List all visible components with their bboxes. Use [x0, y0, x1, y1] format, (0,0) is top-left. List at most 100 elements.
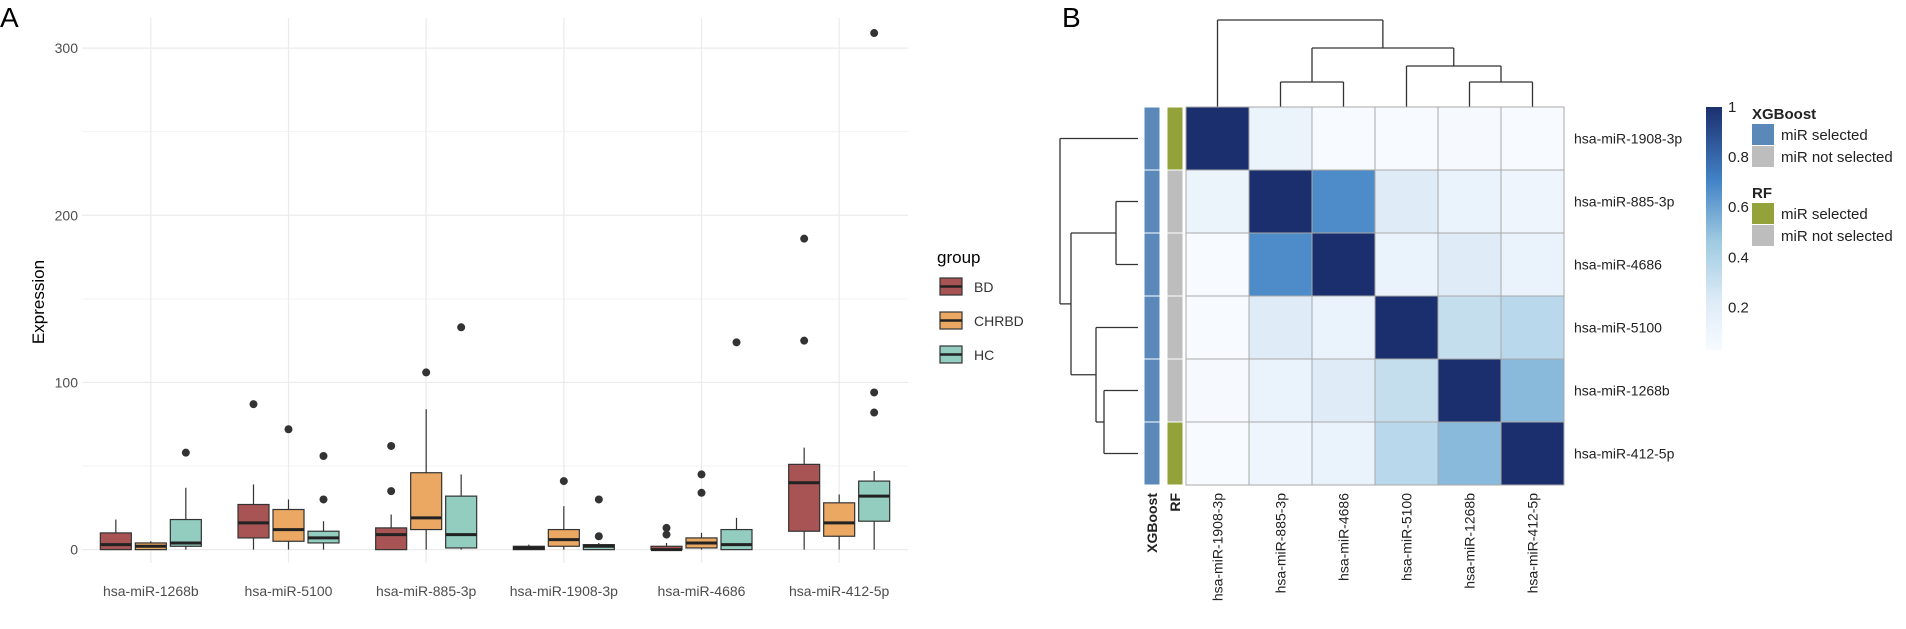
y-tick-label: 300 [55, 40, 79, 56]
heatmap-cell [1500, 295, 1565, 360]
annotation-legend-label: miR selected [1781, 127, 1868, 144]
outlier-point [457, 323, 466, 332]
panel-label-a: A [0, 2, 19, 33]
box-HC-hsa-miR-5100 [307, 452, 340, 550]
heatmap-cell [1437, 106, 1502, 171]
outlier-point [559, 477, 568, 486]
outlier-point [870, 408, 879, 417]
annotation-legend-swatch [1752, 124, 1774, 145]
heatmap-cell [1311, 295, 1376, 360]
row-label: hsa-miR-5100 [1574, 320, 1662, 336]
heatmap-cell [1311, 232, 1376, 297]
row-label: hsa-miR-1908-3p [1574, 131, 1682, 147]
annotation-cell-RF [1166, 295, 1184, 360]
row-label: hsa-miR-4686 [1574, 257, 1662, 273]
outlier-point [870, 29, 879, 38]
annotation-cell-RF [1166, 421, 1184, 486]
box-BD-hsa-miR-885-3p [375, 441, 408, 551]
annotation-label: XGBoost [1144, 493, 1160, 553]
heatmap-cell [1500, 169, 1565, 234]
annotation-cell-XGBoost [1143, 106, 1161, 171]
column-label: hsa-miR-412-5p [1525, 493, 1541, 594]
heatmap-cell [1437, 169, 1502, 234]
annotation-legend-swatch [1752, 203, 1774, 224]
box-CHRBD-hsa-miR-885-3p [410, 368, 443, 550]
heatmap-cell [1311, 169, 1376, 234]
heatmap-cells [1185, 106, 1565, 486]
annotation-cell-XGBoost [1143, 232, 1161, 297]
outlier-point [870, 388, 879, 397]
heatmap-labels: hsa-miR-1908-3p hsa-miR-885-3p hsa-miR-468… [1210, 131, 1683, 602]
heatmap-cell [1248, 358, 1313, 423]
annotation-legend-label: miR not selected [1781, 149, 1893, 166]
box-iqr [823, 502, 856, 537]
annotation-cell-XGBoost [1143, 358, 1161, 423]
box-HC-hsa-miR-1908-3p [582, 495, 615, 551]
box-iqr [788, 463, 821, 532]
annotation-legend: XGBoost miR selected miR not selected RF miR… [1752, 106, 1893, 246]
x-tick-label: hsa-miR-5100 [245, 583, 333, 599]
heatmap-cell [1185, 421, 1250, 486]
column-label: hsa-miR-1908-3p [1210, 493, 1226, 601]
box-iqr [858, 480, 891, 522]
outlier-point [800, 336, 809, 345]
outlier-point [662, 523, 671, 532]
colorbar: 1 0.8 0.6 0.4 0.2 [1706, 99, 1749, 350]
outlier-point [284, 425, 293, 434]
x-tick-label: hsa-miR-4686 [658, 583, 746, 599]
legend-label-CHRBD: CHRBD [974, 313, 1024, 329]
outlier-point [387, 441, 396, 450]
heatmap-cell [1500, 106, 1565, 171]
box-iqr [99, 532, 132, 551]
box-iqr [272, 508, 305, 542]
heatmap-cell [1374, 232, 1439, 297]
annotation-cell-RF [1166, 169, 1184, 234]
row-label: hsa-miR-412-5p [1574, 446, 1675, 462]
y-axis-label: Expression [29, 260, 48, 344]
heatmap-cell [1248, 295, 1313, 360]
annotation-cell-XGBoost [1143, 295, 1161, 360]
heatmap-cell [1437, 295, 1502, 360]
box-iqr [410, 472, 443, 531]
box-HC-hsa-miR-412-5p [858, 29, 891, 550]
legend-label-HC: HC [974, 347, 994, 363]
outlier-point [181, 448, 190, 457]
heatmap-cell [1311, 421, 1376, 486]
outlier-point [800, 234, 809, 243]
colorbar-bar [1706, 107, 1722, 350]
annotation-legend-swatch [1752, 146, 1774, 167]
annotation-cell-RF [1166, 106, 1184, 171]
outlier-point [422, 368, 431, 377]
outlier-point [249, 400, 258, 409]
annotation-label: RF [1167, 493, 1183, 512]
colorbar-tick-label: 0.6 [1728, 199, 1749, 216]
outlier-point [732, 338, 741, 347]
box-HC-hsa-miR-4686 [720, 338, 753, 551]
outlier-point [319, 452, 328, 461]
box-CHRBD-hsa-miR-5100 [272, 425, 305, 550]
annotation-legend-label: miR selected [1781, 206, 1868, 223]
heatmap-cell [1374, 421, 1439, 486]
outlier-point [319, 495, 328, 504]
colorbar-tick-label: 1 [1728, 99, 1736, 116]
x-tick-label: hsa-miR-412-5p [789, 583, 890, 599]
x-tick-label: hsa-miR-1268b [103, 583, 199, 599]
x-axis-ticks: hsa-miR-1268b hsa-miR-5100 hsa-miR-885-3p h… [103, 583, 890, 599]
y-tick-label: 0 [70, 542, 78, 558]
box-iqr [375, 527, 408, 551]
box-iqr [445, 495, 478, 549]
heatmap-cell [1185, 169, 1250, 234]
heatmap-cell [1437, 358, 1502, 423]
outlier-point [662, 530, 671, 539]
heatmap-cell [1374, 358, 1439, 423]
heatmap-cell [1248, 232, 1313, 297]
gridlines [82, 18, 908, 563]
annotation-legend-title: RF [1752, 185, 1772, 202]
y-axis-ticks: 0 100 200 300 [55, 40, 79, 558]
row-label: hsa-miR-1268b [1574, 383, 1670, 399]
box-iqr [547, 528, 580, 547]
column-label: hsa-miR-885-3p [1273, 493, 1289, 594]
box-iqr [720, 528, 753, 551]
box-BD-hsa-miR-1268b [99, 519, 132, 551]
